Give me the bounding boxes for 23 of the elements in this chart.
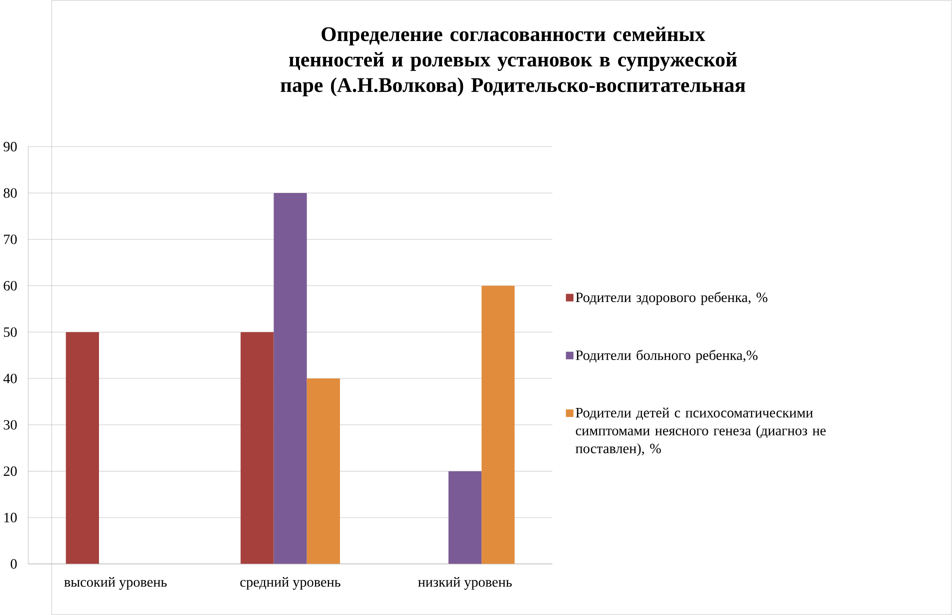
x-tick-label: низкий уровень [418, 576, 512, 590]
y-tick-label: 20 [4, 466, 17, 476]
bar [306, 378, 340, 564]
chart-title: Определение согласованности семейных ценностей и ролевых установок в супружеской паре (А.Н.Волкова) Родительско-воспитательная [280, 26, 746, 96]
y-tick-label: 10 [4, 512, 17, 522]
y-tick-label: 60 [4, 280, 17, 290]
y-tick-label: 80 [4, 188, 17, 198]
y-tick-label: 70 [4, 234, 17, 244]
bar [66, 332, 99, 564]
y-tick-label: 50 [4, 327, 17, 337]
legend-label: Родители здорового ребенка, % [576, 292, 768, 305]
bar [482, 286, 515, 564]
y-tick-label: 0 [10, 559, 17, 569]
legend-label: Родители больного ребенка,% [576, 350, 758, 363]
y-tick-label: 40 [3, 374, 17, 384]
bar [448, 471, 482, 564]
bar [240, 332, 274, 564]
x-tick-label: средний уровень [240, 576, 340, 590]
y-tick-label: 30 [4, 420, 17, 430]
legend-label: Родители детей с психосоматическими симптомами неясного генеза (диагноз не поставлен), % [576, 408, 826, 456]
y-tick-label: 90 [4, 142, 17, 152]
bar [274, 193, 307, 564]
x-tick-label: высокий уровень [64, 576, 167, 590]
